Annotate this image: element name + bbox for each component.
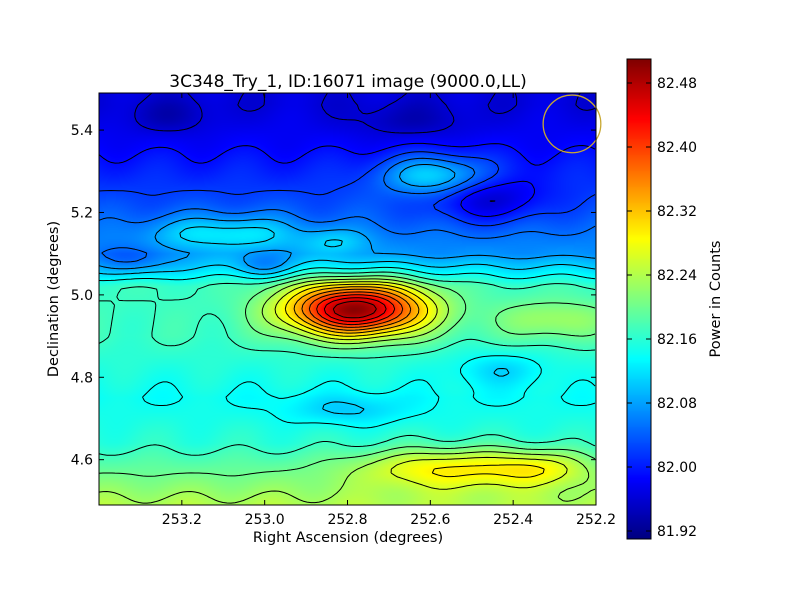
contour-line bbox=[134, 92, 596, 202]
contour-line bbox=[98, 275, 596, 477]
y-tick-label: 4.6 bbox=[71, 453, 93, 469]
colorbar-tick-label: 82.00 bbox=[657, 460, 697, 476]
contour-line bbox=[98, 142, 596, 217]
x-axis-label: Right Ascension (degrees) bbox=[253, 530, 443, 546]
colorbar-ticks: 81.92 82.00 82.08 82.16 82.24 82.32 82.40 82.48 bbox=[627, 76, 697, 540]
colorbar-tick-label: 82.08 bbox=[657, 396, 697, 412]
contour-line bbox=[293, 286, 420, 334]
contour-line bbox=[308, 291, 404, 328]
contour-line bbox=[323, 297, 387, 322]
x-tick-label: 252.6 bbox=[410, 512, 450, 528]
beam-circle bbox=[542, 94, 602, 154]
y-tick-label: 5.4 bbox=[71, 123, 93, 139]
contour-line bbox=[316, 294, 396, 326]
contour-line bbox=[301, 288, 412, 331]
contour-line bbox=[98, 157, 596, 263]
contour-line bbox=[98, 278, 596, 504]
contour-line bbox=[98, 226, 596, 415]
contour-line bbox=[98, 164, 596, 270]
colorbar-tick-label: 82.48 bbox=[657, 76, 697, 92]
x-axis-ticks: 253.2 253.0 252.8 252.6 252.4 252.2 bbox=[162, 93, 616, 528]
contour-line bbox=[332, 300, 377, 319]
colorbar-container bbox=[627, 59, 651, 539]
colorbar-tick-label: 82.16 bbox=[657, 332, 697, 348]
colorbar-frame bbox=[626, 58, 652, 540]
colorbar-tick-label: 82.40 bbox=[657, 140, 697, 156]
colorbar-tick-label: 82.24 bbox=[657, 268, 697, 284]
x-tick-label: 253.2 bbox=[162, 512, 202, 528]
contour-line bbox=[274, 281, 568, 490]
y-tick-label: 4.8 bbox=[71, 370, 93, 386]
contour-line bbox=[98, 271, 596, 456]
x-tick-label: 252.2 bbox=[576, 512, 616, 528]
y-tick-label: 5.0 bbox=[71, 288, 93, 304]
contour-line bbox=[98, 151, 596, 227]
x-tick-label: 252.8 bbox=[327, 512, 367, 528]
contour-line bbox=[284, 283, 545, 478]
contour-lines bbox=[98, 92, 596, 504]
colorbar-tick-label: 81.92 bbox=[657, 524, 697, 540]
x-tick-label: 253.0 bbox=[245, 512, 285, 528]
y-tick-label: 5.2 bbox=[71, 205, 93, 221]
colorbar-tick-label: 82.32 bbox=[657, 204, 697, 220]
colorbar-gradient bbox=[627, 59, 651, 539]
chart-title: 3C348_Try_1, ID:16071 image (9000.0,LL) bbox=[169, 72, 526, 92]
contour-line bbox=[98, 266, 596, 429]
y-axis-ticks: 4.6 4.8 5.0 5.2 5.4 bbox=[71, 123, 596, 469]
y-axis-label: Declination (degrees) bbox=[46, 221, 62, 377]
x-tick-label: 252.4 bbox=[493, 512, 533, 528]
colorbar-label: Power in Counts bbox=[708, 241, 724, 358]
